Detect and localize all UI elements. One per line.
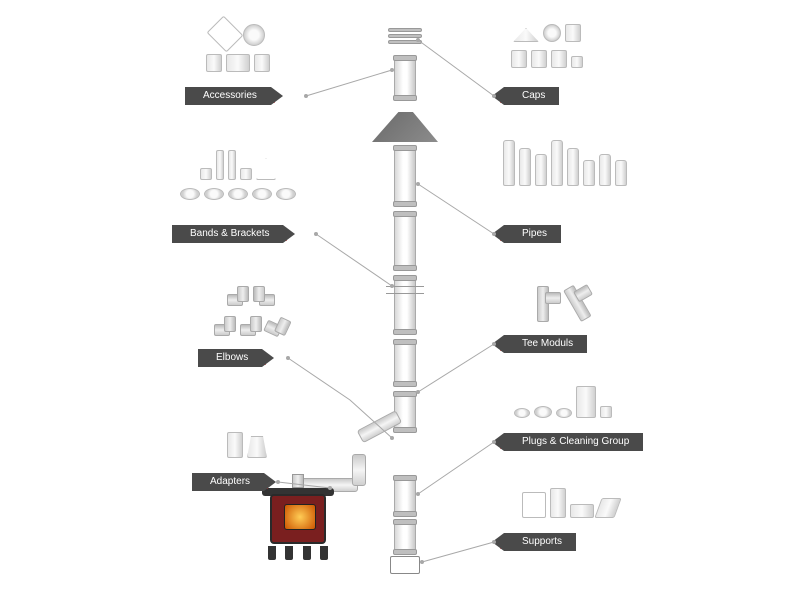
label-text: Tee Moduls: [504, 335, 587, 353]
label-text: Pipes: [504, 225, 561, 243]
base-support-icon: [390, 556, 420, 574]
elbows-label: Elbows: [198, 348, 266, 368]
label-text: Caps: [504, 87, 559, 105]
elbows-cluster: [196, 286, 306, 338]
accessories-label: Accessories: [185, 86, 275, 106]
label-text: Elbows: [198, 349, 262, 367]
label-text: Bands & Brackets: [172, 225, 283, 243]
chimney-segment: [394, 340, 416, 386]
label-text: Accessories: [185, 87, 271, 105]
pipes-label: Pipes: [500, 224, 561, 244]
caps-label: Caps: [500, 86, 559, 106]
chimney-segment: [394, 56, 416, 100]
plugs-cleaning-cluster: [498, 386, 628, 418]
adapters-cluster: [212, 432, 282, 458]
adapters-label: Adapters: [192, 472, 268, 492]
vertical-duct-icon: [352, 454, 366, 486]
chimney-segment: [394, 392, 416, 432]
wall-bracket-icon: [386, 286, 424, 294]
wood-stove-icon: [262, 480, 334, 560]
chimney-segment: [394, 212, 416, 270]
bands-brackets-label: Bands & Brackets: [172, 224, 287, 244]
tee-moduls-label: Tee Moduls: [500, 334, 587, 354]
label-text: Supports: [504, 533, 576, 551]
label-text: Adapters: [192, 473, 264, 491]
bands-brackets-cluster: [168, 150, 308, 200]
plugs-cleaning-label: Plugs & Cleaning Group: [500, 432, 643, 452]
tee-moduls-cluster: [514, 286, 604, 320]
chimney-segment: [394, 476, 416, 516]
chimney-segment: [394, 146, 416, 206]
chimney-segment: [394, 276, 416, 334]
supports-label: Supports: [500, 532, 576, 552]
chimney-segment: [394, 520, 416, 554]
roof-flashing-icon: [372, 112, 438, 142]
accessories-cluster: [178, 22, 298, 72]
supports-cluster: [510, 488, 630, 518]
pipes-cluster: [500, 140, 630, 186]
label-text: Plugs & Cleaning Group: [504, 433, 643, 451]
chimney-system-infographic: { "infographic": { "type": "exploded-ass…: [0, 0, 800, 600]
chimney-cap-icon: [388, 28, 422, 52]
caps-cluster: [482, 24, 612, 68]
